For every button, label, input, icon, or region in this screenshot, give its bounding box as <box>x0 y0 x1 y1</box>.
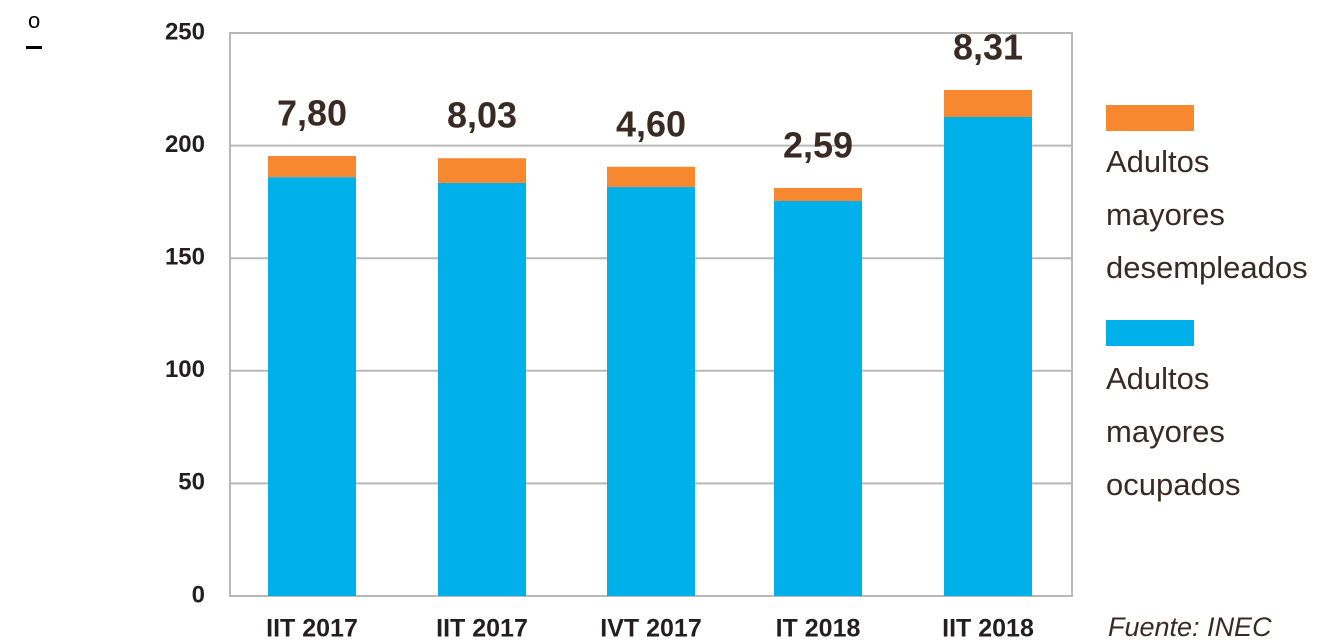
bar-segment <box>268 177 356 597</box>
bar-segment <box>438 182 526 596</box>
y-tick-label: 0 <box>192 581 205 608</box>
y-tick-label: 150 <box>165 244 205 271</box>
rate-label: 2,59 <box>783 124 853 165</box>
x-tick-label: IT 2018 <box>776 615 861 643</box>
rate-label: 4,60 <box>616 103 686 144</box>
legend-swatch <box>1106 320 1194 346</box>
corner-bar <box>26 46 42 49</box>
legend-label: Adultos mayores ocupados <box>1106 361 1241 502</box>
bar-segment <box>268 155 356 178</box>
bar-segment <box>944 116 1032 596</box>
bar-segment <box>438 158 526 183</box>
y-tick-label: 100 <box>165 356 205 383</box>
rate-label: 8,03 <box>447 95 517 136</box>
legend-label: Adultos mayores desempleados <box>1106 144 1308 285</box>
x-tick-label: IIT 2018 <box>942 615 1034 643</box>
x-tick-label: IIT 2017 <box>266 615 358 643</box>
legend-swatch <box>1106 105 1194 131</box>
bar-segment <box>607 166 695 188</box>
bar-segment <box>774 187 862 201</box>
bar-segment <box>607 187 695 596</box>
y-tick-label: 50 <box>178 469 205 496</box>
corner-mark: o <box>28 8 41 33</box>
x-tick-label: IIT 2017 <box>436 615 528 643</box>
rate-label: 8,31 <box>953 26 1023 67</box>
y-tick-label: 200 <box>165 131 205 158</box>
x-tick-label: IVT 2017 <box>600 615 701 643</box>
y-tick-label: 250 <box>165 18 205 45</box>
bar-segment <box>774 200 862 596</box>
rate-label: 7,80 <box>277 92 347 133</box>
source: Fuente: INEC <box>1108 612 1272 642</box>
bar-segment <box>944 89 1032 117</box>
